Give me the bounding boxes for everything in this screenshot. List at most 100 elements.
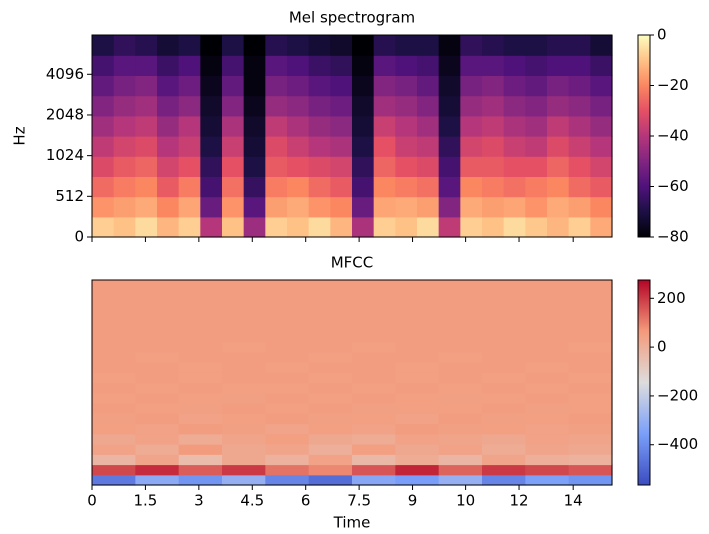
heatmap-cell xyxy=(438,55,461,76)
heatmap-cell xyxy=(395,341,440,353)
heatmap-cell xyxy=(287,115,310,137)
heatmap-cell xyxy=(135,444,180,455)
heatmap-cell xyxy=(525,321,570,332)
heatmap-cell xyxy=(265,351,310,363)
heatmap-cell xyxy=(200,176,223,198)
heatmap-cell xyxy=(438,403,483,414)
heatmap-cell xyxy=(308,444,353,455)
heatmap-cell xyxy=(395,95,418,117)
x-tick-label: 7.5 xyxy=(347,492,371,510)
heatmap-cell xyxy=(222,321,266,332)
heatmap-cell xyxy=(113,95,136,117)
heatmap-cell xyxy=(460,176,483,198)
heatmap-cell xyxy=(222,454,266,466)
heatmap-cell xyxy=(330,156,353,177)
heatmap-cell xyxy=(438,382,483,394)
heatmap-cell xyxy=(178,196,201,218)
heatmap-cell xyxy=(395,362,440,373)
heatmap-cell xyxy=(265,362,310,373)
heatmap-cell xyxy=(308,433,353,445)
heatmap-cell xyxy=(92,454,136,466)
heatmap-cell xyxy=(417,216,440,238)
heatmap-cell xyxy=(460,196,483,218)
heatmap-cell xyxy=(157,115,180,137)
heatmap-cell xyxy=(568,280,613,291)
x-tick-label: 1.5 xyxy=(133,492,157,510)
heatmap-cell xyxy=(265,310,310,322)
heatmap-cell xyxy=(438,372,483,384)
heatmap-cell xyxy=(265,95,288,117)
heatmap-cell xyxy=(352,216,375,238)
heatmap-cell xyxy=(92,196,115,218)
heatmap-cell xyxy=(503,35,526,56)
heatmap-cell xyxy=(503,216,526,238)
heatmap-cell xyxy=(222,392,266,404)
heatmap-cell xyxy=(395,280,440,291)
heatmap-cell xyxy=(92,310,136,322)
heatmap-cell xyxy=(222,444,266,455)
heatmap-cell xyxy=(373,115,396,137)
heatmap-cell xyxy=(92,392,136,404)
heatmap-cell xyxy=(525,413,570,425)
heatmap-cell xyxy=(178,382,223,394)
heatmap-cell xyxy=(287,156,310,177)
heatmap-cell xyxy=(525,362,570,373)
heatmap-cell xyxy=(243,156,266,177)
heatmap-cell xyxy=(460,75,483,97)
heatmap-cell xyxy=(200,115,223,137)
heatmap-cell xyxy=(178,290,223,302)
heatmap-cell xyxy=(135,75,158,97)
heatmap-cell xyxy=(135,464,180,476)
heatmap-cell xyxy=(525,331,570,343)
heatmap-cell xyxy=(568,136,591,157)
heatmap-cell xyxy=(568,321,613,332)
heatmap-cell xyxy=(178,75,201,97)
heatmap-cell xyxy=(265,290,310,302)
heatmap-cell xyxy=(438,310,483,322)
heatmap-cell xyxy=(92,433,136,445)
heatmap-cell xyxy=(438,216,461,238)
heatmap-cell xyxy=(265,35,288,56)
heatmap-cell xyxy=(395,454,440,466)
heatmap-cell xyxy=(395,300,440,312)
heatmap-cell xyxy=(503,176,526,198)
x-tick-label: 0 xyxy=(87,492,97,510)
x-tick-label: 14 xyxy=(564,492,583,510)
heatmap-cell xyxy=(438,300,483,312)
heatmap-cell xyxy=(135,372,180,384)
heatmap-cell xyxy=(222,95,245,117)
heatmap-cell xyxy=(178,433,223,445)
heatmap-cell xyxy=(265,156,288,177)
heatmap-cell xyxy=(525,392,570,404)
x-tick-label: 9 xyxy=(408,492,418,510)
heatmap-cell xyxy=(568,433,613,445)
heatmap-cell xyxy=(417,55,440,76)
heatmap-cell xyxy=(352,176,375,198)
heatmap-cell xyxy=(482,176,505,198)
heatmap-cell xyxy=(265,454,310,466)
heatmap-cell xyxy=(222,290,266,302)
heatmap-cell xyxy=(135,136,158,157)
heatmap-cell xyxy=(547,156,570,177)
heatmap-cell xyxy=(482,75,505,97)
heatmap-cell xyxy=(222,413,266,425)
x-axis-label: Time xyxy=(333,514,371,532)
heatmap-cell xyxy=(92,403,136,414)
heatmap-cell xyxy=(135,331,180,343)
heatmap-cell xyxy=(395,290,440,302)
heatmap-cell xyxy=(222,310,266,322)
heatmap-cell xyxy=(200,196,223,218)
heatmap-cell xyxy=(287,196,310,218)
heatmap-cell xyxy=(222,300,266,312)
heatmap-cell xyxy=(92,55,115,76)
heatmap-cell xyxy=(92,176,115,198)
colorbar-tick-label: 0 xyxy=(657,338,667,356)
heatmap-cell xyxy=(222,55,245,76)
heatmap-cell xyxy=(525,341,570,353)
heatmap-cell xyxy=(525,75,548,97)
heatmap-cell xyxy=(92,290,136,302)
heatmap-cell xyxy=(113,216,136,238)
heatmap-cell xyxy=(352,321,396,332)
heatmap-cell xyxy=(222,372,266,384)
heatmap-cell xyxy=(482,433,526,445)
